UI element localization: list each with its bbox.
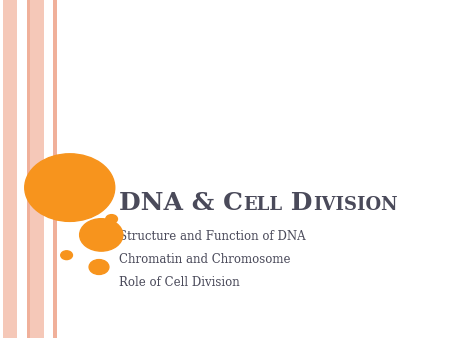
Text: Role of Cell Division: Role of Cell Division — [119, 276, 240, 289]
Bar — [30, 0, 44, 338]
Text: IVISION: IVISION — [313, 196, 397, 214]
Bar — [3, 0, 17, 338]
Text: Structure and Function of DNA: Structure and Function of DNA — [119, 230, 306, 243]
Bar — [27, 0, 31, 338]
Circle shape — [106, 215, 117, 223]
Bar — [53, 0, 57, 338]
Text: D: D — [283, 191, 313, 215]
Text: ELL: ELL — [243, 196, 283, 214]
Circle shape — [61, 251, 72, 260]
Circle shape — [80, 219, 123, 251]
Circle shape — [89, 260, 109, 274]
Text: DNA & C: DNA & C — [119, 191, 243, 215]
Circle shape — [25, 154, 115, 221]
Text: Chromatin and Chromosome: Chromatin and Chromosome — [119, 253, 291, 266]
